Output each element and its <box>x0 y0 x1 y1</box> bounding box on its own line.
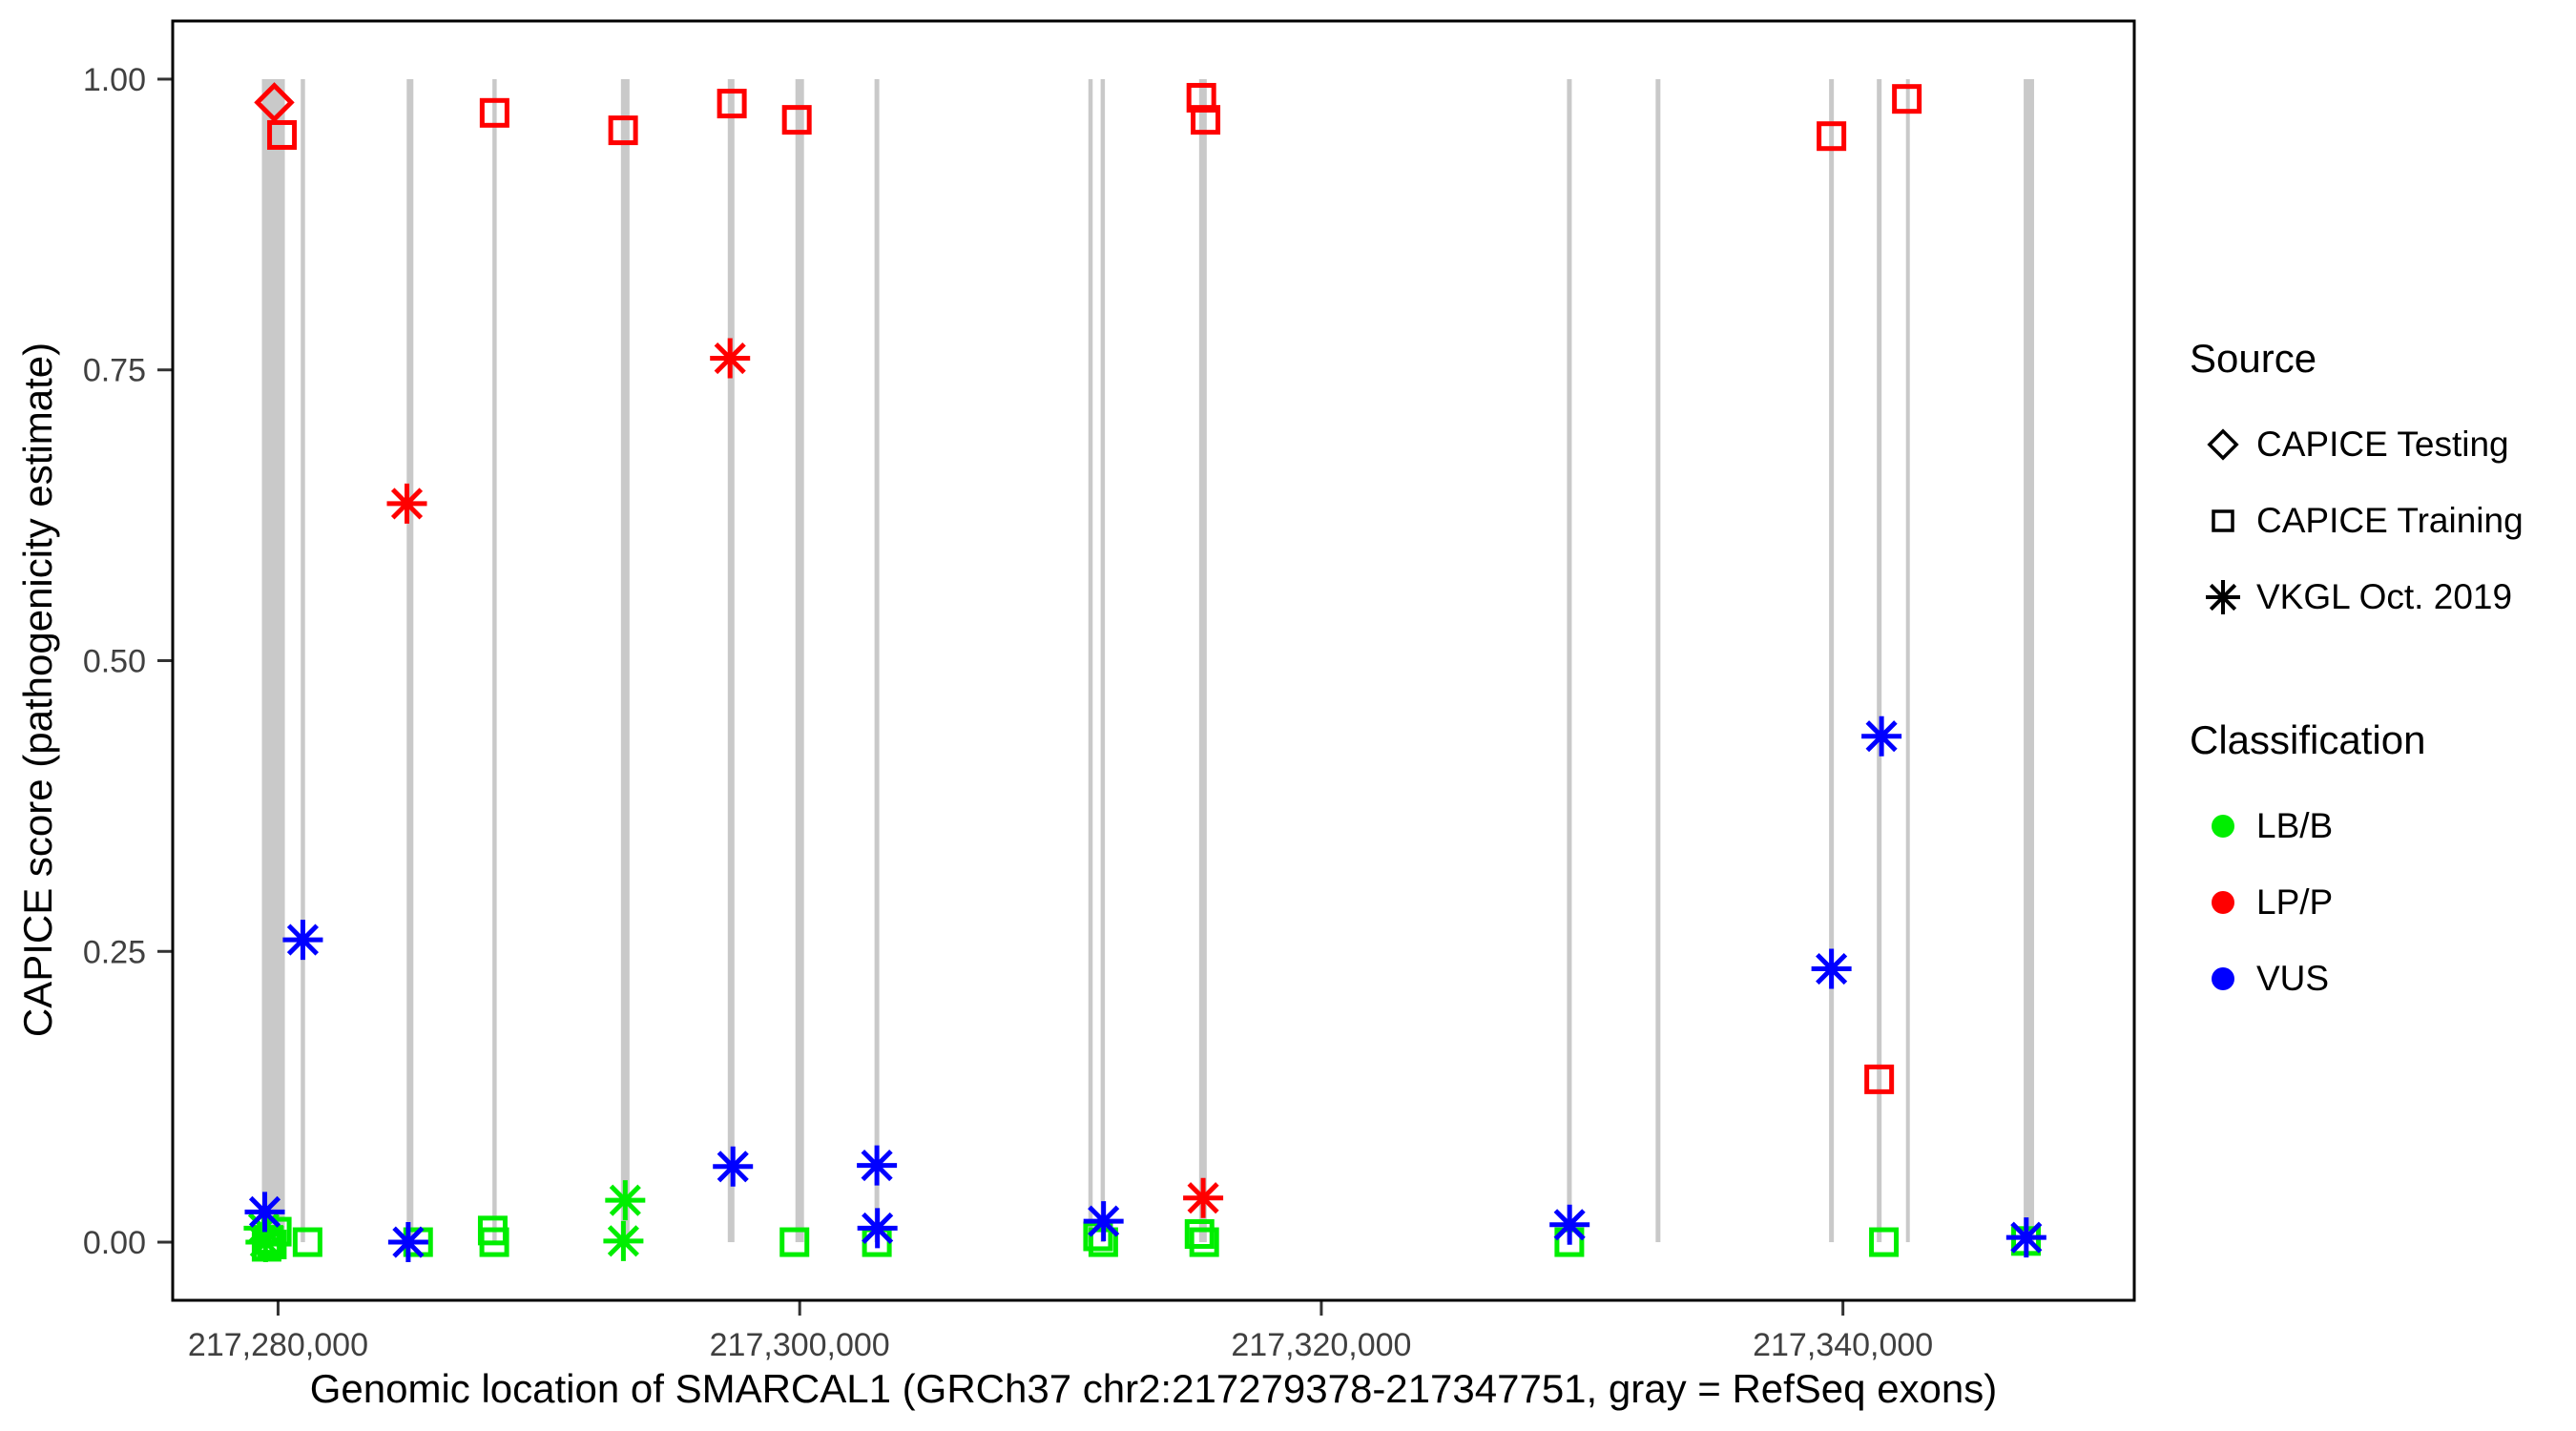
data-point-asterisk <box>282 920 323 961</box>
exon-bar <box>2024 78 2035 1243</box>
data-point-square <box>292 1227 322 1257</box>
data-point-square <box>781 105 812 135</box>
data-point-asterisk <box>857 1145 898 1186</box>
exon-bar <box>1829 78 1835 1243</box>
x-tick-label: 217,280,000 <box>188 1327 368 1363</box>
exon-bar <box>1905 78 1910 1243</box>
x-tick-label: 217,340,000 <box>1753 1327 1933 1363</box>
legend-classification: Classification LB/B LP/P VUS <box>2190 717 2425 1017</box>
exon-bar <box>874 78 880 1243</box>
exon-bar <box>406 78 414 1243</box>
data-point-square <box>267 119 298 150</box>
x-tick-label: 217,320,000 <box>1231 1327 1411 1363</box>
data-point-asterisk <box>857 1208 898 1249</box>
legend-item-vus: VUS <box>2190 941 2425 1017</box>
data-point-square <box>1189 1227 1219 1257</box>
data-point-asterisk <box>1183 1177 1224 1218</box>
data-point-asterisk <box>1083 1201 1124 1242</box>
data-point-asterisk <box>710 338 751 379</box>
data-point-asterisk <box>1811 948 1852 989</box>
legend-label: CAPICE Testing <box>2256 425 2509 464</box>
data-point-square <box>779 1227 810 1257</box>
data-point-square <box>608 115 638 146</box>
data-point-square <box>1892 84 1922 114</box>
exon-bar <box>1088 78 1093 1243</box>
legend-label: CAPICE Training <box>2256 501 2524 540</box>
exon-bar <box>1877 78 1882 1243</box>
exon-bar <box>492 78 497 1243</box>
data-point-asterisk <box>603 1220 644 1261</box>
exon-bar <box>1198 78 1207 1243</box>
data-point-asterisk <box>2005 1217 2046 1258</box>
data-point-asterisk <box>713 1146 754 1187</box>
exon-bar <box>620 78 630 1243</box>
data-point-square <box>479 97 509 128</box>
y-tick-label: 0.00 <box>83 1225 146 1261</box>
panel-border <box>171 19 2136 1302</box>
data-point-asterisk <box>244 1192 285 1233</box>
asterisk-key-icon <box>2190 570 2256 624</box>
data-point-asterisk <box>386 483 427 524</box>
data-point-square <box>479 1227 509 1257</box>
exon-bar <box>727 78 735 1243</box>
data-point-diamond <box>254 82 295 123</box>
exon-bar <box>301 78 305 1243</box>
data-point-asterisk <box>387 1222 428 1263</box>
data-point-square <box>717 89 747 119</box>
square-key-icon <box>2190 494 2256 548</box>
legend-label: VUS <box>2256 959 2330 998</box>
legend-source: Source CAPICE Testing CAPICE Training <box>2190 336 2524 635</box>
y-tick-label: 0.75 <box>83 353 146 389</box>
lbb-dot-icon <box>2190 799 2256 853</box>
legend-label: LB/B <box>2256 806 2334 845</box>
exon-bar <box>1567 78 1572 1243</box>
exon-bar <box>1655 78 1661 1243</box>
legend-item-vkgl: VKGL Oct. 2019 <box>2190 559 2524 635</box>
vus-dot-icon <box>2190 952 2256 1006</box>
exon-bar <box>261 78 285 1243</box>
data-point-square <box>1864 1064 1895 1094</box>
y-tick-label: 0.25 <box>83 934 146 970</box>
data-point-square <box>1186 82 1216 113</box>
data-point-square <box>1869 1227 1900 1257</box>
x-axis-title: Genomic location of SMARCAL1 (GRCh37 chr… <box>309 1366 1998 1411</box>
legend-item-lbb: LB/B <box>2190 788 2425 864</box>
lpp-dot-icon <box>2190 876 2256 929</box>
exon-bar <box>1100 78 1106 1243</box>
legend-classification-title: Classification <box>2190 717 2426 762</box>
legend-label: LP/P <box>2256 882 2334 922</box>
legend-item-capice-testing: CAPICE Testing <box>2190 406 2524 483</box>
legend-label: VKGL Oct. 2019 <box>2256 577 2513 616</box>
legend-item-capice-training: CAPICE Training <box>2190 483 2524 559</box>
y-tick-label: 0.50 <box>83 644 146 680</box>
y-tick-label: 1.00 <box>83 62 146 98</box>
diamond-key-icon <box>2190 418 2256 471</box>
data-point-asterisk <box>1549 1204 1590 1245</box>
data-point-square <box>1191 105 1221 135</box>
data-point-asterisk <box>1861 716 1902 757</box>
data-point-asterisk <box>605 1180 646 1221</box>
data-point-square <box>1817 121 1847 152</box>
legend-source-title: Source <box>2190 336 2317 381</box>
x-tick-label: 217,300,000 <box>710 1327 890 1363</box>
data-point-square <box>1184 1219 1215 1250</box>
legend-item-lpp: LP/P <box>2190 864 2425 941</box>
exon-bar <box>795 78 804 1243</box>
